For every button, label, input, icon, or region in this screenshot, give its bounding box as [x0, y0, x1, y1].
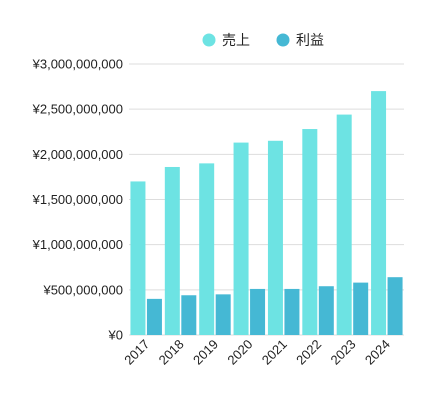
y-tick-label: ¥1,000,000,000 [32, 237, 123, 252]
bar-sales-2019[interactable] [199, 163, 215, 335]
x-tick-label: 2024 [362, 337, 393, 368]
legend-label: 売上 [222, 32, 250, 48]
bar-profit-2021[interactable] [284, 288, 300, 335]
bar-sales-2024[interactable] [371, 91, 387, 335]
bar-sales-2017[interactable] [130, 181, 146, 335]
y-tick-label: ¥500,000,000 [42, 282, 123, 297]
legend-swatch [276, 33, 290, 47]
x-tick-label: 2021 [259, 337, 290, 368]
y-tick-label: ¥0 [108, 328, 123, 343]
y-tick-label: ¥2,500,000,000 [32, 102, 123, 117]
bar-profit-2018[interactable] [181, 295, 197, 335]
bar-sales-2018[interactable] [164, 166, 180, 335]
y-axis-tick-labels: ¥0 ¥500,000,000 ¥1,000,000,000 ¥1,500,000,0… [32, 57, 123, 343]
legend-item-sales[interactable]: 売上 [202, 32, 251, 48]
bars [130, 91, 403, 335]
bar-profit-2017[interactable] [146, 298, 162, 335]
bar-sales-2020[interactable] [233, 142, 249, 335]
y-tick-label: ¥3,000,000,000 [32, 57, 123, 72]
x-tick-label: 2018 [156, 337, 187, 368]
x-tick-label: 2017 [121, 337, 152, 368]
legend-label: 利益 [296, 32, 324, 48]
legend-swatch [202, 33, 216, 47]
bar-profit-2020[interactable] [250, 288, 266, 335]
bar-sales-2023[interactable] [336, 114, 352, 335]
bar-profit-2024[interactable] [387, 277, 403, 335]
x-tick-label: 2022 [293, 337, 324, 368]
bar-sales-2022[interactable] [302, 129, 318, 335]
y-tick-label: ¥1,500,000,000 [32, 192, 123, 207]
y-tick-label: ¥2,000,000,000 [32, 147, 123, 162]
bar-profit-2019[interactable] [215, 294, 231, 335]
bar-sales-2021[interactable] [267, 140, 283, 335]
x-tick-label: 2019 [190, 337, 221, 368]
x-axis-tick-labels: 2017 2018 2019 2020 2021 2022 2023 2024 [121, 337, 393, 368]
x-tick-label: 2020 [224, 337, 255, 368]
legend[interactable]: 売上 利益 [202, 32, 325, 48]
x-tick-label: 2023 [328, 337, 359, 368]
bar-profit-2022[interactable] [318, 286, 334, 335]
bar-profit-2023[interactable] [353, 282, 369, 335]
legend-item-profit[interactable]: 利益 [276, 32, 325, 48]
